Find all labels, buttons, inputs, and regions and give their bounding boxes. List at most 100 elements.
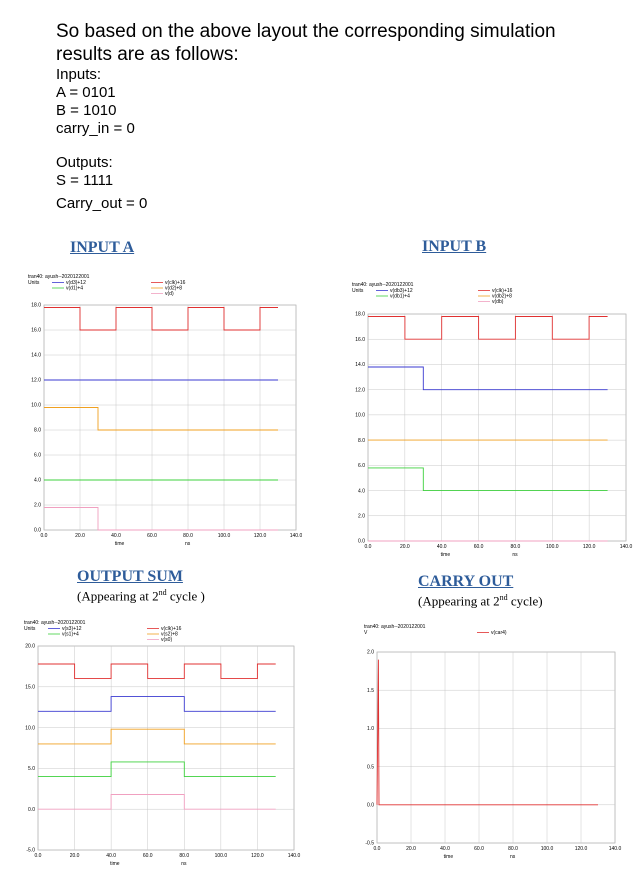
y-tick-label: 0.5 <box>367 764 374 770</box>
x-tick-label: 0.0 <box>374 846 381 852</box>
x-tick-label: 40.0 <box>111 533 121 539</box>
legend-entry: v(d2)+8 <box>165 286 182 292</box>
x-tick-label: 120.0 <box>575 846 588 852</box>
y-tick-label: 16.0 <box>355 337 365 343</box>
x-tick-label: 80.0 <box>183 533 193 539</box>
y-tick-label: 18.0 <box>31 303 41 309</box>
units-label: Units <box>24 626 36 632</box>
y-tick-label: 5.0 <box>28 766 35 772</box>
series-line <box>44 507 278 531</box>
x-axis-unit: ns <box>510 854 516 860</box>
x-tick-label: 80.0 <box>179 853 189 859</box>
caption-output-sum: OUTPUT SUM <box>77 568 183 585</box>
x-axis-label: time <box>115 541 125 547</box>
legend-entry: v(s0) <box>161 637 172 643</box>
x-tick-label: 60.0 <box>143 853 153 859</box>
x-tick-label: 80.0 <box>508 846 518 852</box>
legend-entry: v(db2)+8 <box>492 294 512 300</box>
y-tick-label: 2.0 <box>358 513 365 519</box>
series-line <box>44 407 278 431</box>
y-tick-label: 0.0 <box>34 528 41 534</box>
x-tick-label: 20.0 <box>406 846 416 852</box>
legend-entry: v(clk)+16 <box>165 280 186 286</box>
y-tick-label: 18.0 <box>355 312 365 318</box>
y-tick-label: 10.0 <box>31 403 41 409</box>
legend-entry: v(s2)+8 <box>161 632 178 638</box>
series-line <box>38 761 276 778</box>
plot-frame <box>376 651 616 844</box>
units-label: Units <box>28 280 40 286</box>
legend-entry: v(s1)+4 <box>62 632 79 638</box>
x-tick-label: 100.0 <box>218 533 231 539</box>
x-tick-label: 100.0 <box>215 853 228 859</box>
y-tick-label: 12.0 <box>355 387 365 393</box>
y-tick-label: 6.0 <box>358 463 365 469</box>
x-axis-unit: ns <box>512 552 518 558</box>
x-tick-label: 60.0 <box>147 533 157 539</box>
chart-header: tran40: ayush--2020122001 <box>364 624 426 630</box>
chart-header: tran40: ayush--2020122001 <box>352 282 414 288</box>
legend-entry: v(car4) <box>491 630 507 636</box>
plot-frame <box>37 645 295 851</box>
y-tick-label: 2.0 <box>34 503 41 509</box>
x-tick-label: 120.0 <box>254 533 267 539</box>
x-axis-unit: ns <box>185 541 191 547</box>
x-tick-label: 80.0 <box>511 544 521 550</box>
series-line <box>368 366 608 391</box>
y-tick-label: 10.0 <box>25 725 35 731</box>
x-tick-label: 0.0 <box>365 544 372 550</box>
x-tick-label: 140.0 <box>290 533 302 539</box>
x-tick-label: 20.0 <box>70 853 80 859</box>
y-tick-label: 0.0 <box>367 803 374 809</box>
x-tick-label: 40.0 <box>437 544 447 550</box>
y-tick-label: 1.5 <box>367 688 374 694</box>
y-tick-label: -0.5 <box>365 841 374 847</box>
x-tick-label: 0.0 <box>35 853 42 859</box>
x-tick-label: 60.0 <box>474 544 484 550</box>
intro-lead: So based on the above layout the corresp… <box>56 21 556 65</box>
x-tick-label: 0.0 <box>41 533 48 539</box>
y-tick-label: 10.0 <box>355 413 365 419</box>
y-tick-label: 8.0 <box>358 438 365 444</box>
caption-output-sum-note: (Appearing at 2nd cycle ) <box>77 588 205 604</box>
x-tick-label: 140.0 <box>609 846 622 852</box>
x-tick-label: 100.0 <box>541 846 554 852</box>
x-tick-label: 60.0 <box>474 846 484 852</box>
legend-entry: v(clk)+16 <box>492 288 513 294</box>
series-line <box>368 467 608 492</box>
y-tick-label: 2.0 <box>367 650 374 656</box>
y-tick-label: 6.0 <box>34 453 41 459</box>
x-tick-label: 100.0 <box>546 544 559 550</box>
chart-header: tran40: ayush--2020122001 <box>28 274 90 280</box>
caption-input-b: INPUT B <box>422 238 487 255</box>
legend-entry: v(d3)+12 <box>66 280 86 286</box>
y-tick-label: 8.0 <box>34 428 41 434</box>
y-tick-label: 12.0 <box>31 378 41 384</box>
y-tick-label: 0.0 <box>28 807 35 813</box>
legend-entry: v(db3)+12 <box>390 288 413 294</box>
x-tick-label: 120.0 <box>583 544 596 550</box>
y-tick-label: 20.0 <box>25 644 35 650</box>
x-axis-label: time <box>441 552 451 558</box>
x-tick-label: 40.0 <box>440 846 450 852</box>
chart-header: tran40: ayush--2020122001 <box>24 620 86 626</box>
y-tick-label: 1.0 <box>367 726 374 732</box>
inputs-label: Inputs: <box>56 66 102 83</box>
legend-entry: v(db1)+4 <box>390 294 410 300</box>
series-line <box>368 316 608 340</box>
caption-carry-out: CARRY OUT <box>418 573 514 590</box>
series-line <box>38 663 276 680</box>
x-tick-label: 20.0 <box>400 544 410 550</box>
legend-entry: v(clk)+16 <box>161 626 182 632</box>
series-line <box>38 794 276 810</box>
units-label: V <box>364 630 368 636</box>
y-tick-label: 15.0 <box>25 685 35 691</box>
input-a-value: A = 0101 <box>56 84 116 101</box>
input-b-value: B = 1010 <box>56 102 117 119</box>
y-tick-label: 16.0 <box>31 328 41 334</box>
caption-input-a: INPUT A <box>70 239 135 256</box>
series-line <box>38 728 276 745</box>
y-tick-label: -5.0 <box>26 848 35 854</box>
